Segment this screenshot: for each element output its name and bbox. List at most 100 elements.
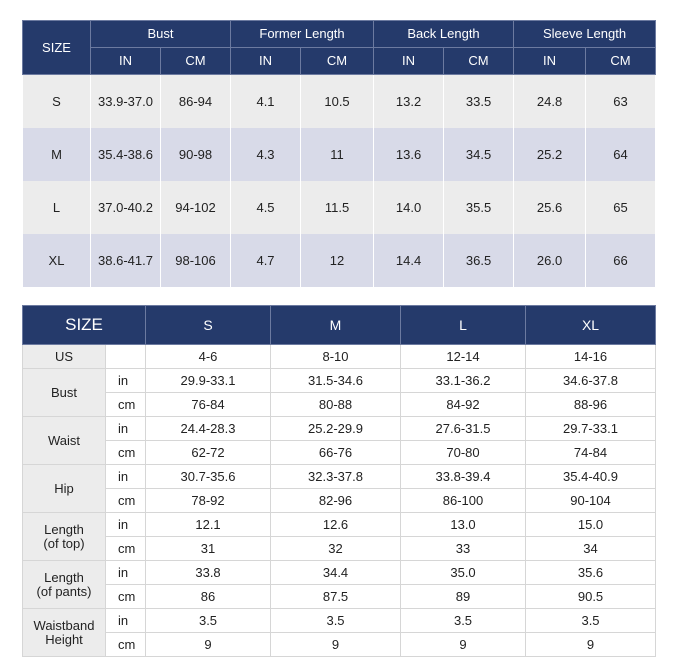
table-cell: 3.5 bbox=[525, 608, 657, 633]
unit-cell: cm bbox=[104, 488, 147, 513]
unit-cell: in bbox=[104, 416, 147, 441]
table-cell: 94-102 bbox=[159, 181, 232, 234]
table-cell: 14-16 bbox=[525, 344, 657, 369]
table-cell: 30.7-35.6 bbox=[145, 464, 272, 489]
row-label: Waist bbox=[22, 416, 106, 465]
table-cell: 4.7 bbox=[230, 234, 302, 287]
table-cell: 4.5 bbox=[230, 181, 302, 234]
table-cell: 4.3 bbox=[230, 128, 302, 181]
table-cell: 66-76 bbox=[270, 440, 402, 465]
table-row: cm 76-84 80-88 84-92 88-96 bbox=[23, 392, 657, 417]
header-cell: XL bbox=[525, 305, 657, 345]
table-row: cm 86 87.5 89 90.5 bbox=[23, 584, 657, 609]
table-cell: 12.1 bbox=[145, 512, 272, 537]
header-row: SIZE S M L XL bbox=[21, 305, 657, 345]
table-cell: 36.5 bbox=[443, 234, 515, 287]
table-cell: S bbox=[22, 74, 91, 128]
table-cell: 34.6-37.8 bbox=[525, 368, 657, 393]
table-cell: 86-94 bbox=[159, 74, 232, 128]
unit-cell: in bbox=[104, 464, 147, 489]
row-label: Bust bbox=[22, 368, 106, 417]
table-cell: 34.4 bbox=[270, 560, 402, 585]
table-cell: 87.5 bbox=[270, 584, 402, 609]
table-cell: 86 bbox=[145, 584, 272, 609]
table-cell: 13.6 bbox=[373, 128, 445, 181]
table-cell: 38.6-41.7 bbox=[90, 234, 161, 287]
table-row: cm 62-72 66-76 70-80 74-84 bbox=[23, 440, 657, 465]
table-cell: 34 bbox=[525, 536, 657, 561]
unit-cell: cm bbox=[104, 536, 147, 561]
table-cell: 35.4-40.9 bbox=[525, 464, 657, 489]
header-row: IN CM IN CM IN CM IN CM bbox=[23, 47, 657, 75]
table-cell: 76-84 bbox=[145, 392, 272, 417]
table-cell: 82-96 bbox=[270, 488, 402, 513]
table-cell: 37.0-40.2 bbox=[90, 181, 161, 234]
table-cell: 25.2-29.9 bbox=[270, 416, 402, 441]
table-cell: 98-106 bbox=[159, 234, 232, 287]
header-cell: Back Length bbox=[373, 20, 515, 48]
table-cell: 78-92 bbox=[145, 488, 272, 513]
header-cell: CM bbox=[585, 47, 657, 75]
unit-cell: in bbox=[104, 512, 147, 537]
table-row: Waistband Height in 3.5 3.5 3.5 3.5 bbox=[22, 608, 657, 657]
table-row: Hip in 30.7-35.6 32.3-37.8 33.8-39.4 35.4-40.… bbox=[22, 464, 657, 513]
size-table-top: SIZE Bust Former Length Back Length Sleeve L… bbox=[22, 20, 657, 287]
table-row: Waist in 24.4-28.3 25.2-29.9 27.6-31.5 29.7-3… bbox=[22, 416, 657, 465]
table-cell: 13.0 bbox=[400, 512, 527, 537]
table-cell: 84-92 bbox=[400, 392, 527, 417]
table-row: cm 31 32 33 34 bbox=[23, 536, 657, 561]
table-cell: 33.8-39.4 bbox=[400, 464, 527, 489]
table-cell: 32 bbox=[270, 536, 402, 561]
table-cell: 34.5 bbox=[443, 128, 515, 181]
table-cell: 90.5 bbox=[525, 584, 657, 609]
table-row: US 4-6 8-10 12-14 14-16 bbox=[22, 344, 657, 369]
size-table-bottom: SIZE S M L XL US 4-6 8-10 12-14 14-16 Bust in 29.9-3… bbox=[21, 305, 657, 657]
table-cell: 25.6 bbox=[513, 181, 587, 234]
table-cell: 15.0 bbox=[525, 512, 657, 537]
table-cell: 33.5 bbox=[443, 74, 515, 128]
header-cell: IN bbox=[513, 47, 587, 75]
table-cell: 24.4-28.3 bbox=[145, 416, 272, 441]
table-cell: L bbox=[22, 181, 91, 234]
header-row: SIZE Bust Former Length Back Length Sleeve L… bbox=[22, 20, 657, 75]
unit-cell: cm bbox=[104, 632, 147, 657]
table-cell: 35.0 bbox=[400, 560, 527, 585]
header-cell: CM bbox=[443, 47, 515, 75]
unit-cell: cm bbox=[104, 584, 147, 609]
table-cell: 3.5 bbox=[270, 608, 402, 633]
table-cell: 35.6 bbox=[525, 560, 657, 585]
row-label: Length (of pants) bbox=[22, 560, 106, 609]
header-cell: IN bbox=[90, 47, 161, 75]
row-label: Length (of top) bbox=[22, 512, 106, 561]
table-cell: 80-88 bbox=[270, 392, 402, 417]
unit-cell: cm bbox=[104, 440, 147, 465]
table-cell: 9 bbox=[270, 632, 402, 657]
table-row: cm 9 9 9 9 bbox=[23, 632, 657, 657]
table-cell: 12-14 bbox=[400, 344, 527, 369]
table-row: XL 38.6-41.7 98-106 4.7 12 14.4 36.5 26.0 66 bbox=[22, 234, 657, 287]
table-row: L 37.0-40.2 94-102 4.5 11.5 14.0 35.5 25.6 65 bbox=[22, 181, 657, 234]
table-cell: 12.6 bbox=[270, 512, 402, 537]
row-label: Waistband Height bbox=[22, 608, 106, 657]
header-cell: Bust bbox=[89, 20, 232, 48]
table-cell: 11.5 bbox=[300, 181, 375, 234]
table-cell: 9 bbox=[525, 632, 657, 657]
table-cell: 66 bbox=[585, 234, 657, 287]
table-cell: 35.4-38.6 bbox=[90, 128, 161, 181]
table-cell: 29.7-33.1 bbox=[525, 416, 657, 441]
header-cell: IN bbox=[230, 47, 302, 75]
table-row: M 35.4-38.6 90-98 4.3 11 13.6 34.5 25.2 64 bbox=[22, 128, 657, 181]
table-cell: 86-100 bbox=[400, 488, 527, 513]
table-cell: 25.2 bbox=[513, 128, 587, 181]
table-cell: 9 bbox=[400, 632, 527, 657]
row-label: US bbox=[22, 344, 106, 369]
table-cell: 29.9-33.1 bbox=[145, 368, 272, 393]
table-cell: 35.5 bbox=[443, 181, 515, 234]
table-cell: 31.5-34.6 bbox=[270, 368, 402, 393]
table-cell: 63 bbox=[585, 74, 657, 128]
header-cell: L bbox=[400, 305, 527, 345]
table-cell: 88-96 bbox=[525, 392, 657, 417]
table-cell: 8-10 bbox=[270, 344, 402, 369]
table-cell: 90-104 bbox=[525, 488, 657, 513]
